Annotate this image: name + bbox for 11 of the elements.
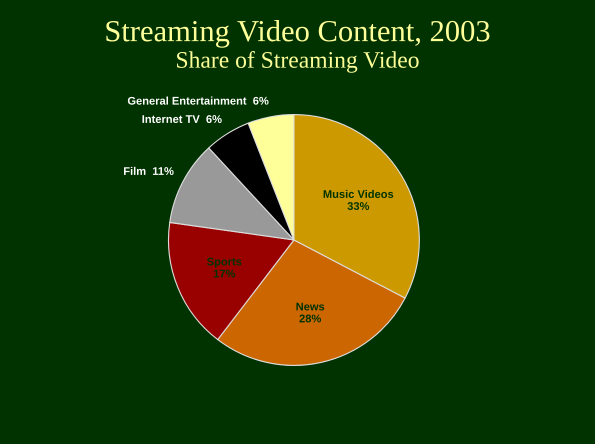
- data-label: 28%: [299, 314, 322, 322]
- slice-label: Sports: [207, 258, 242, 268]
- slice-label: News: [296, 302, 324, 310]
- slice-label: Film 11%: [124, 166, 174, 175]
- slice-label: Internet TV 6%: [142, 115, 222, 124]
- data-label: 33%: [347, 202, 370, 210]
- chart-subtitle: Share of Streaming Video: [177, 51, 419, 73]
- data-label: 17%: [214, 270, 236, 278]
- slice-label: General Entertainment 6%: [128, 96, 269, 105]
- chart-title: Streaming Video Content, 2003: [106, 20, 490, 48]
- slice-label: Music Videos: [324, 190, 394, 198]
